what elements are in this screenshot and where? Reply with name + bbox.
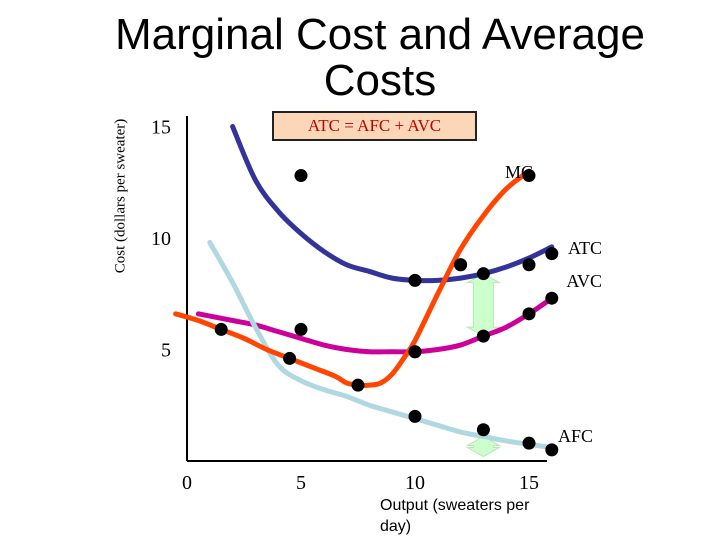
avc-label: AVC bbox=[566, 271, 602, 291]
atc-label: ATC bbox=[568, 238, 602, 258]
mc-point bbox=[522, 169, 536, 183]
avc-point bbox=[294, 322, 308, 336]
mc-point bbox=[454, 258, 468, 272]
y-tick-label: 15 bbox=[151, 117, 171, 139]
atc-point bbox=[522, 258, 536, 272]
avc-point bbox=[522, 307, 536, 321]
x-tick-label: 10 bbox=[405, 472, 425, 494]
avc-point bbox=[476, 329, 490, 343]
atc-point bbox=[408, 273, 422, 287]
y-tick-label: 10 bbox=[151, 228, 171, 250]
atc-equation-box: ATC = AFC + AVC bbox=[272, 111, 477, 141]
x-axis-label: Output (sweaters per day) bbox=[380, 497, 530, 535]
mc-point bbox=[408, 345, 422, 359]
afc-point bbox=[408, 409, 422, 423]
avc-point bbox=[545, 291, 559, 305]
atc-point bbox=[545, 247, 559, 261]
afc-label: AFC bbox=[558, 426, 593, 446]
mc-label: MC bbox=[505, 162, 533, 182]
x-tick-label: 15 bbox=[519, 472, 539, 494]
atc-point bbox=[476, 267, 490, 281]
difference-arrow-2 bbox=[465, 435, 502, 458]
avc-curve bbox=[195, 295, 555, 355]
chart-title: Marginal Cost and Average Costs bbox=[115, 10, 645, 105]
mc-point bbox=[351, 378, 365, 392]
afc-point bbox=[476, 423, 490, 437]
y-tick-label: 5 bbox=[161, 340, 171, 362]
mc-point bbox=[283, 351, 297, 365]
x-tick-label: 5 bbox=[296, 472, 306, 494]
x-tick-label: 0 bbox=[182, 472, 192, 494]
mc-point bbox=[214, 322, 228, 336]
difference-arrow-1 bbox=[465, 273, 502, 337]
afc-point bbox=[522, 436, 536, 450]
atc-curve bbox=[230, 124, 555, 284]
atc-point bbox=[294, 169, 308, 183]
afc-point bbox=[545, 443, 559, 457]
